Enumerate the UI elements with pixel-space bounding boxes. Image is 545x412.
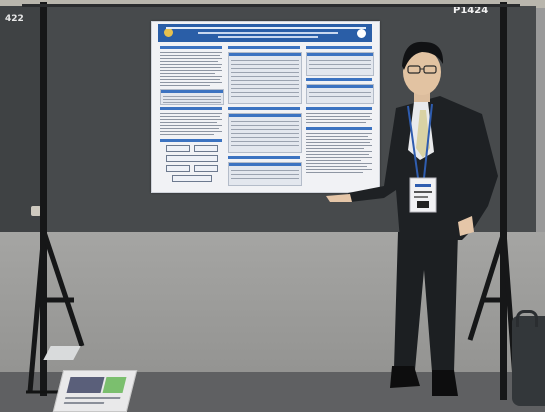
poster-text-line xyxy=(306,172,363,173)
poster-text-line xyxy=(160,131,222,132)
poster-title-line xyxy=(166,27,366,29)
poster-text-line xyxy=(160,52,222,53)
poster-section-header xyxy=(160,107,222,110)
poster-section-header xyxy=(306,107,372,110)
poster-text-line xyxy=(306,154,369,155)
flowchart-box xyxy=(166,165,190,172)
poster-section-header xyxy=(306,127,372,130)
poster-text-line xyxy=(160,70,222,71)
poster-text-line xyxy=(306,122,366,123)
flowchart-box xyxy=(166,145,190,152)
poster-text-line xyxy=(306,139,372,140)
poster-table xyxy=(306,52,374,76)
poster-text-line xyxy=(160,134,214,135)
flowchart-box xyxy=(172,175,212,182)
poster-text-line xyxy=(160,79,220,80)
poster-text-line xyxy=(160,85,210,86)
poster-table xyxy=(306,84,374,104)
paper-cup xyxy=(31,206,41,216)
poster-text-line xyxy=(306,136,368,137)
neighbor-board xyxy=(0,6,44,238)
poster-text-line xyxy=(306,119,372,120)
poster-text-line xyxy=(160,82,222,83)
flowchart-box xyxy=(166,155,218,162)
poster-section-header xyxy=(228,107,300,110)
poster-section-header xyxy=(306,78,372,81)
poster-text-line xyxy=(160,128,219,129)
seal-icon xyxy=(164,28,173,37)
poster-table xyxy=(228,113,302,153)
poster-text-line xyxy=(160,58,222,59)
poster-table xyxy=(228,162,302,186)
left-panel-number: 422 xyxy=(5,14,24,24)
poster-text-line xyxy=(306,113,372,114)
poster-text-line xyxy=(160,73,215,74)
poster-text-line xyxy=(160,61,218,62)
stand-left-post xyxy=(40,2,47,396)
panel-number: P1424 xyxy=(453,5,489,16)
poster-section-header xyxy=(160,139,222,142)
poster-text-line xyxy=(160,119,222,120)
poster-text-line xyxy=(160,67,221,68)
poster-text-line xyxy=(306,163,372,164)
poster-text-line xyxy=(306,145,372,146)
poster-text-line xyxy=(160,125,222,126)
flowchart-box xyxy=(194,165,218,172)
poster-title-banner xyxy=(158,24,372,42)
poster-text-line xyxy=(160,55,220,56)
poster-text-line xyxy=(160,122,217,123)
poster-table xyxy=(160,89,224,105)
poster-text-line xyxy=(306,169,372,170)
poster-section-header xyxy=(306,46,372,49)
poster-text-line xyxy=(160,64,222,65)
poster-table xyxy=(228,52,302,104)
poster-text-line xyxy=(306,116,370,117)
poster-text-line xyxy=(160,113,222,114)
poster-text-line xyxy=(306,157,372,158)
poster-text-line xyxy=(306,148,364,149)
stand-right-post xyxy=(500,2,507,400)
stand-top-bar xyxy=(22,4,520,7)
flowchart-box xyxy=(194,145,218,152)
poster-text-line xyxy=(306,133,372,134)
poster-affiliation-line xyxy=(218,36,318,38)
poster-author-line xyxy=(198,32,338,34)
backpack xyxy=(512,310,545,406)
poster-text-line xyxy=(306,151,372,152)
poster-section-header xyxy=(228,156,300,159)
poster-text-line xyxy=(306,160,361,161)
poster-section-header xyxy=(160,46,222,49)
poster-text-line xyxy=(306,142,370,143)
research-poster xyxy=(151,21,380,193)
poster-section-header xyxy=(228,46,300,49)
poster-text-line xyxy=(160,116,220,117)
poster-text-line xyxy=(160,76,222,77)
poster-text-line xyxy=(306,166,367,167)
